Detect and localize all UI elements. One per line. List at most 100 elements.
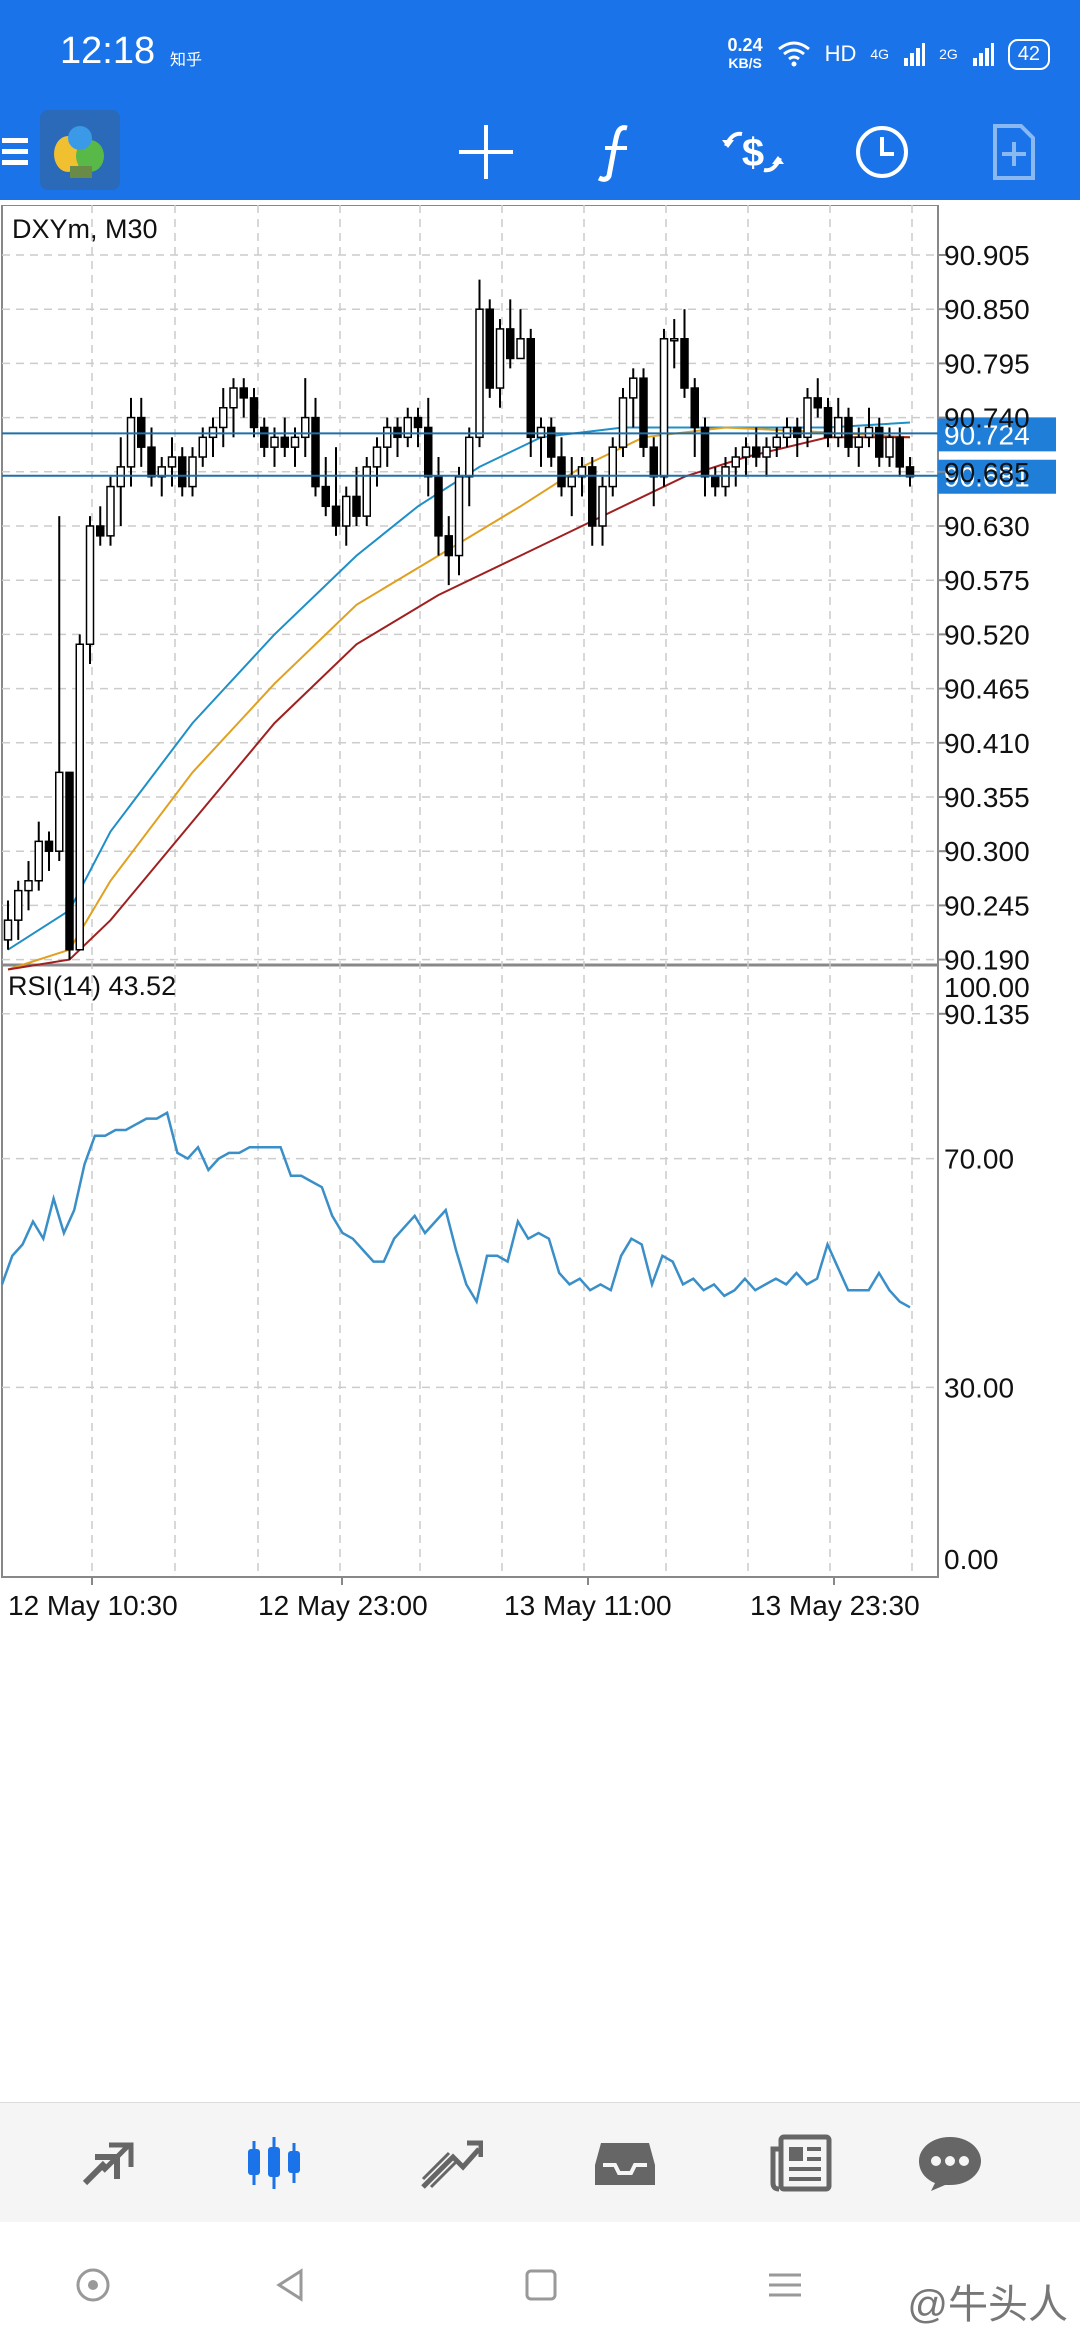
- quotes-icon[interactable]: [72, 2133, 142, 2193]
- hd-icon: HD: [824, 41, 857, 66]
- candle: [680, 309, 689, 398]
- candle: [485, 299, 494, 398]
- candle: [393, 417, 402, 458]
- candle-bear: [752, 446, 761, 458]
- candle-bear: [547, 426, 556, 458]
- candle-bull: [229, 387, 238, 409]
- candle: [557, 437, 566, 497]
- candle-bull: [762, 446, 771, 458]
- candle: [690, 378, 699, 458]
- network-speed: 0.24 KB/S: [727, 35, 763, 71]
- candle-bull: [465, 436, 474, 478]
- time-label: 13 May 11:00: [504, 1590, 672, 1621]
- candle-bear: [434, 475, 443, 537]
- chart-grid: [1, 204, 939, 1578]
- chart-icon[interactable]: [244, 2133, 314, 2193]
- candle: [639, 368, 648, 458]
- candle: [3, 900, 13, 950]
- candle: [475, 279, 484, 448]
- candle-bull: [516, 338, 525, 360]
- candle: [454, 466, 464, 576]
- candle-bull: [803, 397, 812, 439]
- candle-bear: [588, 466, 597, 527]
- back-icon[interactable]: [266, 2260, 316, 2310]
- messages-icon[interactable]: [915, 2133, 985, 2193]
- candle: [813, 378, 822, 418]
- indicators-icon[interactable]: [588, 122, 648, 182]
- price-level-label: 90.245: [944, 890, 1030, 921]
- candle: [147, 427, 156, 487]
- news-icon[interactable]: [766, 2133, 836, 2193]
- trade-icon[interactable]: [416, 2133, 486, 2193]
- candle-bull: [219, 406, 228, 429]
- time-label: 13 May 23:30: [750, 1590, 920, 1621]
- price-lines: 90.724 90.681: [2, 417, 1056, 494]
- price-level-label: 90.685: [944, 457, 1030, 488]
- candle: [301, 378, 310, 458]
- candle: [547, 417, 556, 467]
- candle-bull: [290, 436, 300, 448]
- candle-bear: [413, 416, 423, 429]
- candle-bear: [280, 436, 289, 448]
- candle: [239, 378, 248, 418]
- candle-bull: [270, 436, 279, 448]
- symbols-icon[interactable]: $: [720, 122, 786, 182]
- candle: [762, 437, 771, 477]
- candle-bull: [14, 889, 23, 921]
- price-line-label: 90.724: [944, 419, 1030, 450]
- candle-bull: [598, 485, 607, 527]
- candle: [444, 516, 453, 586]
- candle-bear: [680, 338, 689, 389]
- signal-4g-icon: 4G: [870, 46, 890, 62]
- bottom-nav: [0, 2102, 1080, 2223]
- price-line-label-bg: [938, 417, 1056, 452]
- time-label: 12 May 10:30: [8, 1590, 178, 1621]
- candle: [249, 388, 259, 438]
- candle-bull: [85, 525, 95, 646]
- chart-frame: [1, 204, 939, 1578]
- time-label: 12 May 23:00: [258, 1590, 428, 1621]
- signal-bars-icon: [904, 43, 926, 66]
- chart-area[interactable]: 90.724 90.681 90.905 90.850 90.795 90.740 90.…: [0, 204, 1080, 2102]
- recents-icon[interactable]: [760, 2260, 810, 2310]
- menu-icon[interactable]: [0, 122, 30, 182]
- candle-bull: [188, 456, 197, 488]
- home-icon[interactable]: [516, 2260, 566, 2310]
- candle: [895, 427, 904, 477]
- price-level-label: 90.850: [944, 294, 1030, 325]
- assistant-icon[interactable]: [68, 2260, 118, 2310]
- price-level-label: 90.795: [944, 348, 1030, 379]
- candle: [188, 447, 197, 497]
- candle: [362, 457, 371, 526]
- candle-bull: [670, 338, 679, 342]
- rsi-line: [0, 1110, 911, 1309]
- candle-bear: [311, 416, 320, 488]
- candle-bear: [526, 338, 535, 439]
- candle-bull: [372, 446, 382, 468]
- candle-bull: [834, 416, 843, 439]
- timeframe-icon[interactable]: [852, 122, 912, 182]
- price-level-label: 90.740: [944, 403, 1030, 434]
- price-line-label-bg: [938, 459, 1056, 494]
- rsi-panel: 100.00 70.00 30.00 0.00: [0, 972, 1030, 1575]
- candle: [321, 457, 330, 517]
- candle: [659, 328, 669, 487]
- candle-bull: [618, 397, 628, 448]
- candle-bull: [167, 456, 177, 468]
- candle: [116, 437, 125, 526]
- candle-bear: [352, 495, 361, 517]
- candle: [75, 634, 84, 951]
- candle: [875, 417, 884, 467]
- candle: [167, 437, 177, 487]
- crosshair-icon[interactable]: [456, 122, 516, 182]
- history-icon[interactable]: [590, 2133, 660, 2193]
- candle-bear: [823, 406, 833, 439]
- rsi-level-label: 30.00: [944, 1372, 1014, 1403]
- new-order-icon[interactable]: [984, 122, 1044, 182]
- candle-bull: [383, 426, 392, 448]
- rsi-level-label: 100.00: [944, 972, 1030, 1003]
- candle-bear: [895, 436, 904, 468]
- candle: [208, 417, 218, 458]
- candle-bull: [126, 416, 136, 468]
